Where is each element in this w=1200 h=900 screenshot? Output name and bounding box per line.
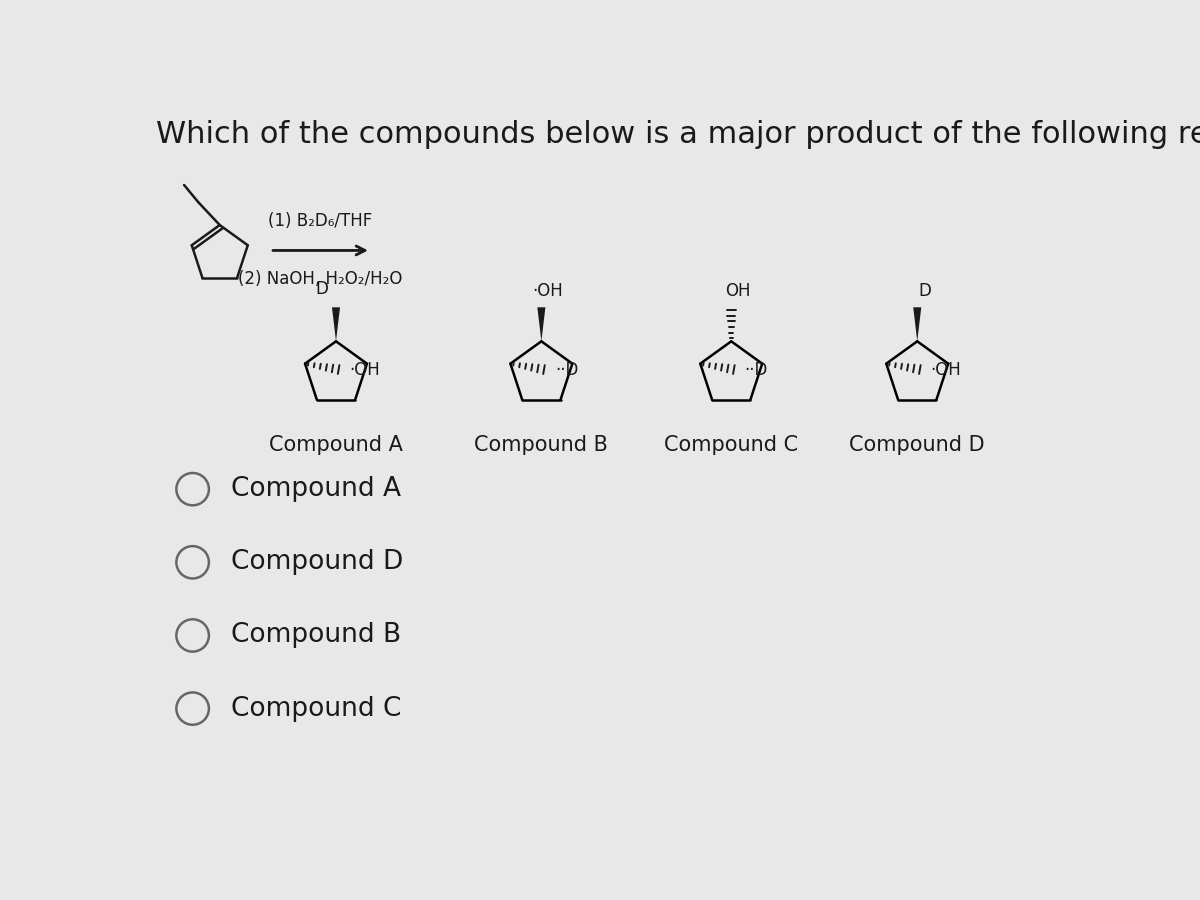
Text: ·OH: ·OH — [931, 361, 961, 379]
Text: Compound B: Compound B — [474, 436, 608, 455]
Polygon shape — [332, 307, 340, 341]
Text: (2) NaOH, H₂O₂/H₂O: (2) NaOH, H₂O₂/H₂O — [239, 270, 403, 288]
Text: Compound D: Compound D — [850, 436, 985, 455]
Text: Compound D: Compound D — [232, 549, 403, 575]
Text: Compound C: Compound C — [664, 436, 798, 455]
Text: D: D — [918, 282, 931, 300]
Polygon shape — [538, 307, 546, 341]
Text: OH: OH — [725, 282, 750, 300]
Text: ··D: ··D — [554, 361, 578, 379]
Polygon shape — [913, 307, 922, 341]
Text: Compound A: Compound A — [232, 476, 401, 502]
Text: D: D — [316, 280, 329, 298]
Text: ·OH: ·OH — [349, 361, 380, 379]
Text: ··D: ··D — [745, 361, 768, 379]
Text: (1) B₂D₆/THF: (1) B₂D₆/THF — [269, 212, 373, 230]
Text: Compound C: Compound C — [232, 696, 402, 722]
Text: Compound A: Compound A — [269, 436, 403, 455]
Text: Compound B: Compound B — [232, 623, 402, 648]
Text: ·OH: ·OH — [533, 282, 563, 300]
Text: Which of the compounds below is a major product of the following reaction?: Which of the compounds below is a major … — [156, 120, 1200, 148]
